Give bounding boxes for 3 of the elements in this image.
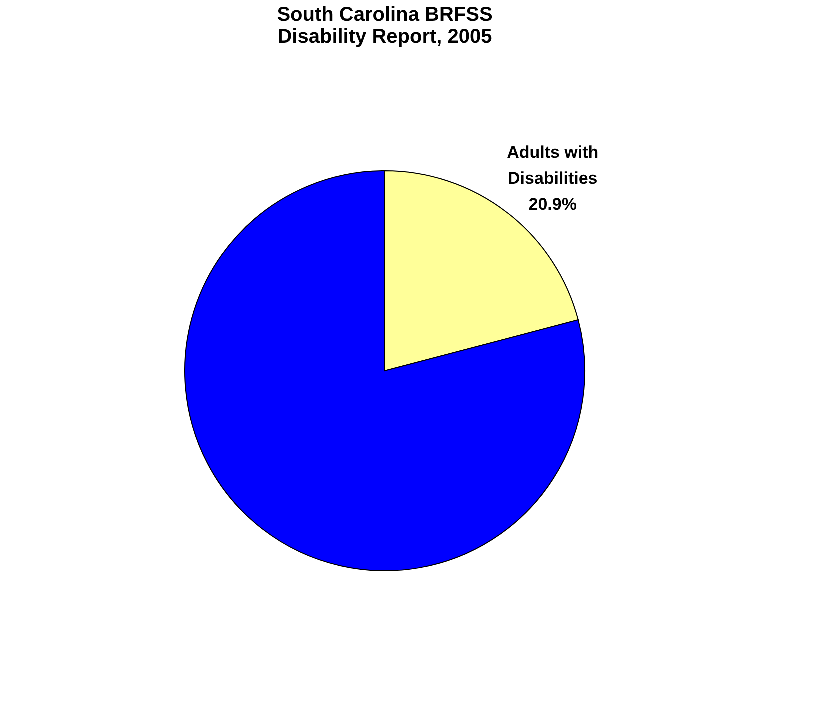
chart-title: South Carolina BRFSS Disability Report, 2005 bbox=[277, 4, 493, 48]
slice-label: Adults with Disabilities bbox=[507, 143, 599, 188]
data-label: 20.9% bbox=[528, 195, 577, 214]
